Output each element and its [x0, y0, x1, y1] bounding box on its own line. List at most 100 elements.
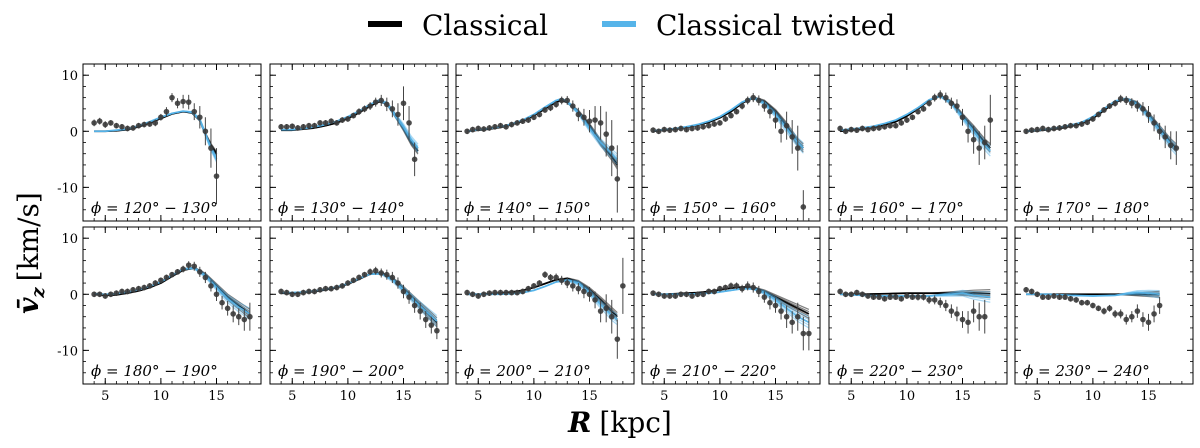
data-point: [783, 122, 790, 129]
panel-11: 5 10 15 ϕ = 220° − 230°: [828, 226, 1008, 404]
data-point: [575, 111, 582, 118]
data-point: [108, 120, 114, 126]
panel-frame: [82, 63, 262, 222]
data-point: [389, 106, 396, 112]
data-point: [400, 288, 407, 295]
data-point: [102, 121, 109, 128]
data-point: [295, 291, 301, 298]
data-point: [767, 299, 773, 306]
data-point: [411, 302, 418, 309]
y-tick-label: 10: [61, 69, 78, 84]
y-axis-label-subscript: z: [28, 287, 49, 299]
data-point: [937, 92, 944, 98]
data-point: [295, 125, 301, 131]
data-point: [1034, 126, 1041, 133]
data-point: [581, 288, 587, 295]
data-point: [108, 291, 114, 298]
data-point: [948, 100, 955, 107]
data-point: [91, 291, 97, 298]
data-point: [300, 124, 307, 130]
data-point: [870, 294, 877, 300]
data-point: [289, 123, 296, 130]
data-point: [842, 291, 849, 298]
data-point: [876, 294, 882, 300]
x-axis-label-symbol: R: [567, 406, 591, 439]
data-point: [1067, 295, 1074, 302]
data-point: [898, 120, 905, 126]
data-point: [761, 294, 768, 300]
data-point: [667, 293, 673, 299]
panel-label: ϕ = 230° − 240°: [1023, 362, 1150, 380]
panel-label: ϕ = 200° − 210°: [464, 362, 591, 380]
data-point: [800, 204, 807, 210]
data-point: [1045, 294, 1052, 300]
data-point: [481, 126, 487, 132]
data-point: [1040, 125, 1046, 132]
data-point: [848, 126, 855, 133]
data-point: [717, 120, 723, 126]
data-point: [1106, 305, 1113, 312]
data-point: [672, 126, 679, 133]
data-point: [481, 291, 487, 298]
panel-4: ϕ = 150° − 160°: [641, 63, 821, 222]
data-point: [870, 125, 877, 132]
data-point: [854, 127, 860, 133]
data-point: [497, 289, 504, 296]
panel-frame: [828, 63, 1008, 222]
data-point: [1151, 311, 1157, 317]
data-point: [976, 145, 982, 151]
data-point: [1056, 125, 1063, 131]
data-point: [300, 289, 307, 296]
data-point: [547, 274, 554, 281]
x-tick-label: 15: [208, 389, 225, 404]
data-point: [400, 100, 407, 107]
data-point: [174, 269, 181, 275]
data-point: [1045, 126, 1052, 133]
panel-frame: [1014, 226, 1194, 385]
data-point: [1095, 305, 1102, 312]
data-point: [705, 288, 712, 295]
panel-frame: [828, 226, 1008, 385]
data-point: [1051, 125, 1057, 132]
data-point: [750, 94, 757, 101]
data-point: [789, 134, 795, 140]
data-point: [536, 280, 543, 286]
data-point: [558, 277, 565, 284]
x-tick-label: 15: [395, 389, 412, 404]
data-point: [689, 125, 695, 132]
data-point: [806, 330, 812, 337]
data-point: [909, 294, 916, 300]
data-point: [1101, 107, 1107, 113]
data-point: [728, 283, 734, 289]
data-point: [1134, 308, 1141, 314]
data-point: [486, 125, 493, 131]
data-point: [837, 288, 843, 295]
data-point: [339, 117, 346, 123]
data-point: [1134, 103, 1141, 109]
data-point: [367, 103, 373, 109]
data-point: [514, 289, 520, 296]
data-point: [558, 97, 565, 104]
panel-label: ϕ = 120° − 130°: [91, 199, 218, 217]
data-point: [1140, 316, 1146, 323]
panel-frame: [455, 63, 635, 222]
panel-label: ϕ = 160° − 170°: [837, 199, 964, 217]
data-point: [113, 290, 120, 296]
panel-label: ϕ = 130° − 140°: [278, 199, 405, 217]
data-point: [1084, 299, 1091, 306]
data-point: [185, 99, 192, 105]
data-point: [158, 114, 164, 121]
panel-label: ϕ = 150° − 160°: [650, 199, 777, 217]
x-tick-label: 15: [954, 389, 971, 404]
panel-8: 5 10 15 ϕ = 190° − 200°: [269, 226, 449, 404]
data-point: [717, 285, 723, 292]
data-point: [508, 289, 515, 296]
data-point: [661, 126, 668, 133]
x-tick-label: 5: [660, 389, 668, 404]
data-point: [586, 118, 593, 124]
data-point: [146, 121, 153, 127]
data-point: [428, 322, 435, 328]
data-point: [503, 124, 509, 130]
